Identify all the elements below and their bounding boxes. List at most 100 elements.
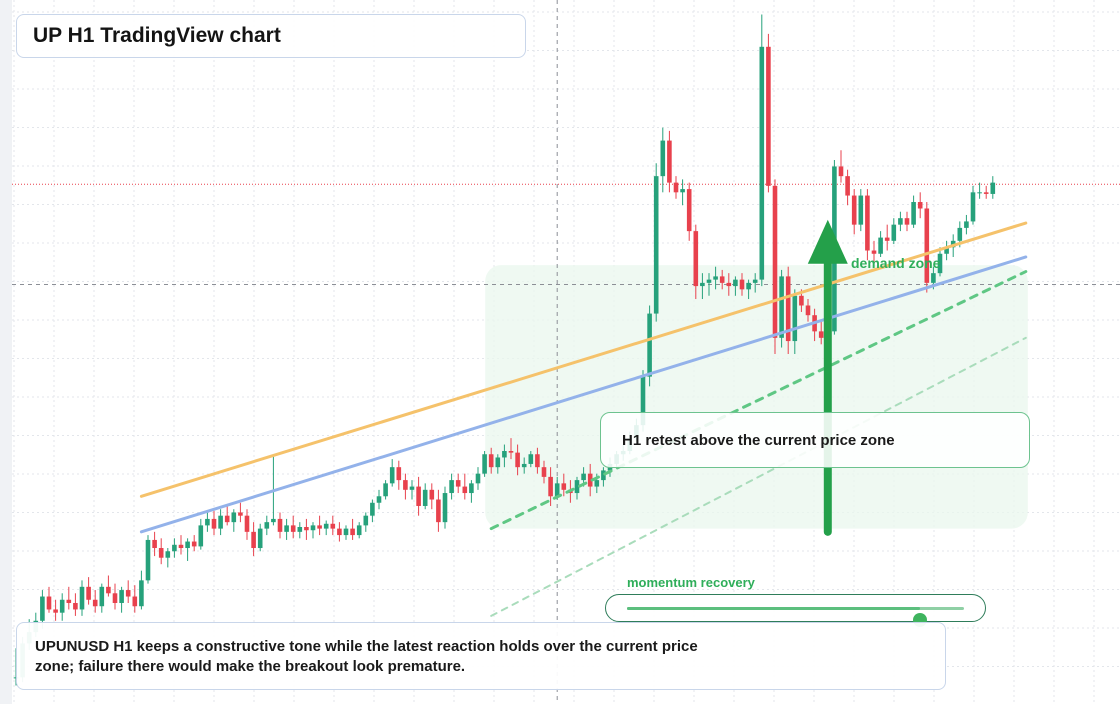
candle-body: [191, 541, 197, 547]
candle-body: [726, 282, 732, 287]
candle-body: [772, 185, 778, 338]
candle-body: [581, 473, 586, 481]
candle-body: [119, 590, 124, 603]
candle-body: [422, 489, 428, 506]
candle-body: [865, 195, 870, 251]
candle-body: [931, 273, 936, 283]
candle-body: [871, 250, 877, 254]
momentum-slider[interactable]: [605, 594, 986, 627]
candle-body: [891, 224, 897, 241]
candle-body: [152, 539, 157, 549]
candle-body: [733, 279, 738, 287]
candle-body: [746, 282, 751, 290]
candle-body: [231, 512, 237, 523]
candle-body: [475, 473, 481, 484]
candle-body: [535, 454, 540, 468]
candle-body: [924, 208, 930, 283]
candle-body: [205, 518, 210, 526]
candle-body: [218, 515, 223, 529]
candle-body: [224, 515, 230, 523]
candle-body: [436, 499, 441, 523]
candle-body: [53, 609, 58, 613]
candle-body: [337, 528, 342, 536]
chart-title: UP H1 TradingView chart: [33, 24, 281, 47]
candle-body: [766, 46, 771, 186]
candle-body: [640, 376, 646, 426]
candle-body: [86, 586, 91, 600]
candle-body: [515, 452, 520, 468]
candle-body: [601, 470, 606, 481]
candle-body: [878, 237, 883, 254]
candle-body: [779, 276, 784, 338]
candle-body: [818, 331, 824, 338]
demand-zone-label: demand zone: [851, 255, 941, 271]
candle-body: [106, 586, 111, 594]
candle-body: [442, 493, 448, 523]
candle-body: [376, 496, 382, 503]
candle-body: [139, 580, 144, 607]
candle-body: [693, 231, 699, 287]
candle-body: [561, 483, 567, 490]
candle-body: [937, 253, 943, 274]
candle-body: [317, 525, 322, 529]
candle-body: [145, 539, 151, 581]
candle-body: [785, 276, 791, 342]
candle-body: [304, 527, 309, 531]
candle-body: [429, 489, 435, 500]
candle-body: [125, 590, 131, 597]
candle-body: [178, 544, 184, 549]
candle-body: [383, 483, 388, 497]
trendline-2: [139, 255, 1028, 534]
candle-body: [323, 523, 329, 529]
candle-body: [792, 295, 798, 342]
candle-body: [521, 463, 527, 468]
candle-body: [739, 279, 745, 290]
candle-body: [647, 313, 652, 377]
candle-body: [488, 454, 494, 468]
candle-body: [502, 451, 507, 458]
candle-body: [990, 182, 996, 194]
candle-body: [667, 140, 672, 183]
candle-body: [660, 140, 666, 177]
candle-body: [403, 480, 408, 490]
candle-body: [13, 677, 19, 679]
candle-body: [469, 483, 474, 494]
candle-body: [686, 189, 692, 232]
candle-body: [845, 176, 850, 196]
candle-body: [297, 527, 303, 532]
candle-body: [455, 480, 461, 487]
candle-body: [508, 451, 514, 453]
candle-body: [713, 276, 718, 280]
candle-body: [680, 189, 685, 193]
trendline-1: [139, 221, 1028, 498]
candle-body: [587, 473, 593, 487]
candle-body: [59, 599, 65, 613]
candle-body: [944, 247, 949, 254]
candle-body: [343, 528, 349, 536]
candle-body: [759, 46, 765, 280]
candle-body: [112, 593, 118, 603]
candle-body: [911, 202, 916, 225]
candle-body: [185, 541, 190, 549]
chart-title-box: UP H1 TradingView chart: [16, 14, 526, 58]
candle-body: [977, 192, 982, 194]
candle-body: [673, 182, 679, 193]
candle-body: [548, 476, 553, 497]
candle-body: [165, 551, 171, 558]
candle-body: [462, 486, 468, 494]
candle-body: [653, 176, 659, 314]
candle-body: [66, 599, 72, 603]
candle-body: [73, 602, 78, 610]
candle-body: [172, 544, 177, 552]
commentary-text: UPUNUSD H1 keeps a constructive tone whi…: [35, 638, 698, 675]
candle-body: [310, 525, 316, 531]
candle-body: [92, 599, 98, 607]
momentum-label: momentum recovery: [627, 575, 755, 590]
candle-body: [482, 454, 487, 474]
candle-body: [495, 457, 501, 468]
candle-body: [277, 518, 283, 532]
candle-body: [752, 279, 758, 283]
left-edge-strip: [0, 0, 12, 704]
annotation-callout: H1 retest above the current price zone: [600, 412, 1030, 468]
candle-body: [964, 221, 969, 228]
